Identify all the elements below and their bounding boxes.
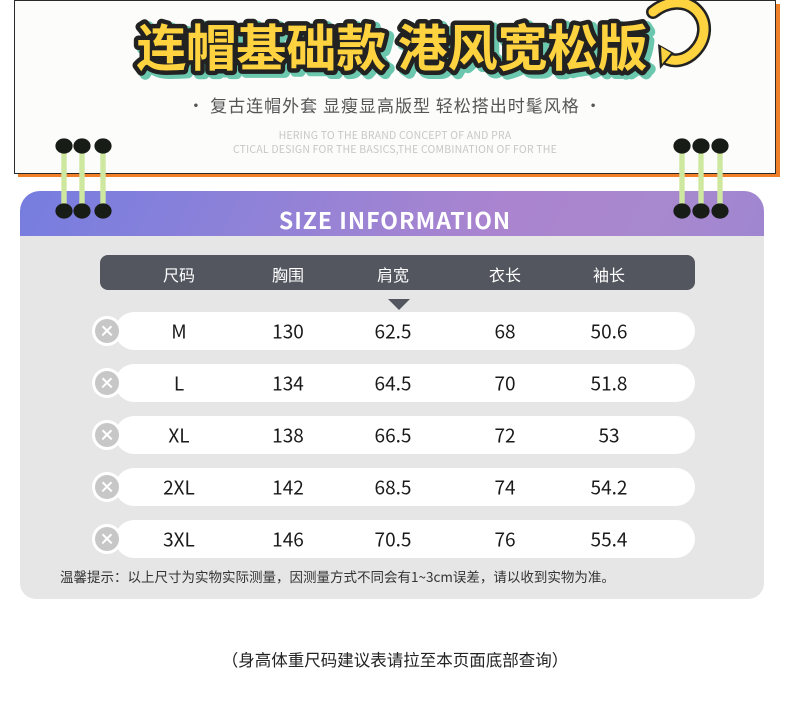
svg-text:连帽基础款 港风宽松版: 连帽基础款 港风宽松版 (136, 9, 647, 81)
